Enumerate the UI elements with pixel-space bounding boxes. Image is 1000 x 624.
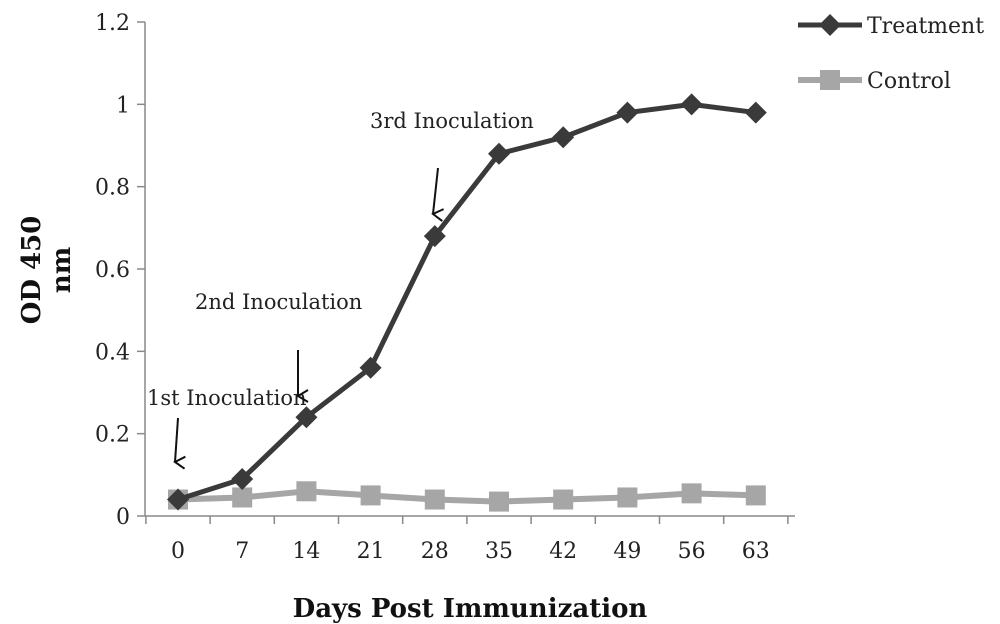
data-point-treatment (488, 142, 510, 165)
x-tick-label: 21 (357, 539, 385, 564)
x-tick-label: 7 (235, 539, 249, 564)
legend-label: Control (867, 69, 951, 94)
series-treatment (167, 93, 767, 511)
arrow-icon (431, 167, 445, 222)
legend-item-treatment: Treatment (798, 14, 984, 39)
legend-label: Treatment (867, 14, 984, 39)
y-axis-title-line-1: OD 450 (17, 216, 47, 325)
annotation-label: 1st Inoculation (147, 386, 307, 410)
series-layer (167, 93, 767, 512)
data-point-control (617, 487, 638, 508)
series-line-control (177, 488, 756, 505)
annotations: 1st Inoculation 2nd Inoculation 3rd Inocul… (147, 109, 534, 470)
data-point-treatment (167, 488, 189, 511)
data-point-treatment (616, 101, 639, 124)
y-tick-label: 0.6 (95, 258, 130, 283)
data-point-control (681, 483, 702, 504)
data-point-control (553, 489, 574, 510)
legend: Treatment Control (798, 14, 984, 94)
y-tick-label: 0.2 (95, 423, 130, 448)
y-axis-title: OD 450 nm (17, 216, 77, 325)
data-point-control (232, 487, 253, 508)
x-tick-label: 0 (171, 539, 185, 564)
y-tick-label: 1 (116, 93, 130, 118)
annotation-label: 3rd Inoculation (370, 109, 534, 133)
inoculation-annotation: 1st Inoculation (147, 386, 307, 470)
inoculation-annotation: 2nd Inoculation (195, 290, 362, 403)
x-tick-label: 14 (292, 539, 320, 564)
y-tick-label: 0 (116, 505, 130, 530)
y-tick-label: 0.4 (95, 340, 130, 365)
data-point-treatment (744, 101, 767, 124)
data-point-control (424, 489, 445, 510)
x-tick-label: 42 (549, 539, 577, 564)
x-tick-label: 63 (742, 539, 770, 564)
y-tick-label: 0.8 (95, 176, 130, 201)
x-tick-label: 28 (421, 539, 449, 564)
series-control (168, 481, 766, 512)
data-point-treatment (359, 356, 382, 379)
data-point-control (489, 491, 509, 512)
legend-item-control: Control (798, 69, 951, 94)
y-axis-title-line-2: nm (47, 247, 77, 293)
annotation-label: 2nd Inoculation (195, 290, 362, 314)
data-point-treatment (423, 225, 446, 248)
legend-marker-diamond (819, 14, 841, 36)
x-tick-labels: 0 7 14 21 28 35 42 49 56 63 (171, 539, 770, 564)
data-point-control (360, 485, 381, 506)
data-point-control (745, 485, 766, 506)
arrow-icon (173, 417, 186, 470)
legend-marker-square (820, 70, 840, 90)
x-tick-label: 49 (613, 539, 641, 564)
data-point-treatment (231, 467, 254, 490)
inoculation-annotation: 3rd Inoculation (370, 109, 534, 222)
data-point-control (296, 481, 317, 502)
x-tick-label: 35 (485, 539, 513, 564)
y-tick-labels: 0 0.2 0.4 0.6 0.8 1 1.2 (95, 11, 130, 530)
data-point-treatment (680, 93, 703, 116)
series-line-treatment (177, 101, 757, 502)
x-tick-label: 56 (678, 539, 706, 564)
x-axis-title: Days Post Immunization (293, 594, 648, 624)
data-point-treatment (552, 126, 575, 149)
data-point-treatment (295, 406, 318, 429)
y-tick-label: 1.2 (95, 11, 130, 36)
axes (137, 21, 795, 524)
